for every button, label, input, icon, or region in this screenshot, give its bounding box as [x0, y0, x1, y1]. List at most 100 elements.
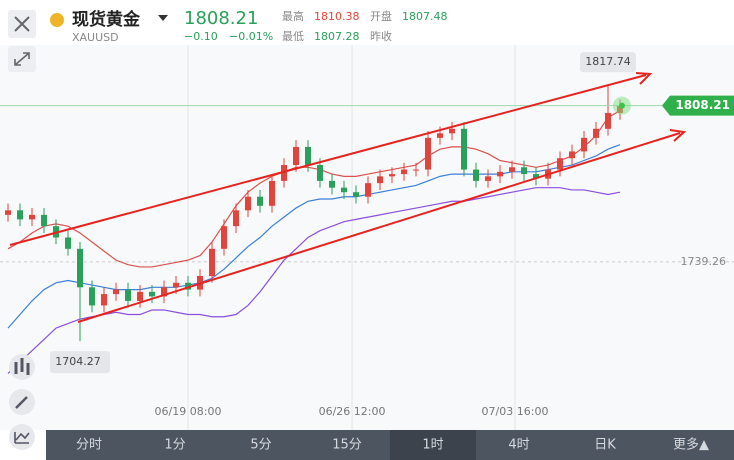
band-line	[7, 110, 621, 268]
candle-body	[473, 169, 479, 181]
high-value: 1810.38	[314, 10, 360, 23]
candle-body	[365, 183, 371, 197]
trend-line-upper	[9, 74, 647, 246]
symbol: XAUUSD	[72, 31, 119, 44]
period-tab[interactable]: 分时	[76, 438, 102, 453]
low-callout	[50, 351, 110, 374]
candle-body	[149, 291, 155, 297]
candle-icon	[14, 358, 30, 375]
indicator-icon	[14, 432, 30, 444]
high-callout	[580, 52, 636, 73]
candle-body	[341, 187, 347, 193]
change-pct: −0.01%	[229, 30, 273, 43]
open-value: 1807.48	[402, 10, 448, 23]
candle-body	[5, 210, 11, 215]
candle-body	[497, 171, 503, 177]
active-tab-bg	[390, 430, 476, 460]
candle-body	[17, 210, 23, 220]
period-tab[interactable]: 日K	[594, 438, 616, 453]
candle-body	[461, 128, 467, 170]
prev-close-label: 昨收	[370, 29, 392, 43]
candle-body	[389, 174, 395, 177]
trend-line-lower	[77, 132, 681, 323]
arrow-head	[669, 129, 687, 142]
header: 现货黄金 XAUUSD 1808.21 −0.10 −0.01% 最高 1810…	[8, 8, 448, 44]
band-line	[7, 187, 621, 374]
plot: 06/19 08:00 06/26 12:00 07/03 16:00 1739.26…	[0, 45, 734, 430]
candle-body	[557, 158, 563, 170]
candle-body	[221, 226, 227, 249]
candle-body	[509, 167, 515, 172]
period-bar: 分时 1分 5分 15分 1时 4时 日K 更多▲	[46, 430, 734, 460]
pencil-icon	[15, 396, 28, 409]
candle-body	[65, 237, 71, 249]
period-tab[interactable]: 15分	[332, 438, 362, 453]
candle-body	[425, 137, 431, 170]
trend-lines	[9, 72, 687, 323]
close-icon	[14, 16, 30, 32]
period-tab[interactable]: 更多▲	[673, 437, 709, 453]
candle-body	[209, 248, 215, 276]
candle-body	[281, 165, 287, 181]
candle-body	[137, 291, 143, 301]
chart-area	[0, 45, 734, 430]
candle-body	[125, 289, 131, 301]
candle-body	[173, 282, 179, 288]
current-price-dot	[619, 102, 625, 109]
high-callout-label: 1817.74	[585, 55, 631, 68]
candle-body	[77, 248, 83, 288]
candle-body	[437, 133, 443, 138]
low-label: 最低	[282, 30, 304, 43]
dropdown-arrow[interactable]	[158, 15, 168, 21]
candle-body	[401, 169, 407, 175]
arrow-head	[635, 72, 653, 85]
current-price-tag	[662, 95, 734, 116]
gold-icon	[50, 13, 64, 27]
candle-body	[233, 210, 239, 227]
candle-body	[377, 176, 383, 184]
candle-body	[293, 146, 299, 166]
candle-body	[569, 151, 575, 159]
candle-body	[101, 294, 107, 306]
period-tab[interactable]: 4时	[508, 438, 529, 453]
candle-body	[113, 289, 119, 295]
candle-body	[521, 167, 527, 175]
period-tab[interactable]: 1时	[422, 438, 443, 453]
candle-body	[89, 287, 95, 306]
x-tick-label: 07/03 16:00	[482, 405, 549, 418]
period-tab[interactable]: 1分	[164, 438, 185, 453]
candle-body	[581, 137, 587, 152]
candle-body	[413, 169, 419, 171]
candle-body	[245, 196, 251, 211]
candle-body	[305, 146, 311, 166]
candle-body	[185, 282, 191, 290]
candle-body	[533, 174, 539, 179]
candle-body	[41, 214, 47, 227]
candle-body	[29, 214, 35, 220]
indicator-tool[interactable]	[9, 424, 35, 450]
period-tab[interactable]: 5分	[250, 438, 271, 453]
x-tick-label: 06/19 08:00	[155, 405, 222, 418]
candle-body	[605, 112, 611, 129]
low-value: 1807.28	[314, 30, 360, 43]
last-price: 1808.21	[184, 8, 258, 29]
band-line	[7, 144, 621, 329]
change: −0.10	[184, 30, 218, 43]
candle-body	[329, 180, 335, 188]
low-callout-label: 1704.27	[55, 355, 101, 368]
candle-body	[485, 176, 491, 181]
candle-body	[593, 128, 599, 138]
instrument-name[interactable]: 现货黄金	[72, 9, 141, 30]
candle-body	[161, 287, 167, 297]
y-tick-label: 1739.26	[681, 255, 727, 268]
open-label: 开盘	[370, 9, 392, 23]
high-label: 最高	[282, 9, 304, 23]
candle-body	[317, 165, 323, 181]
candle-body	[449, 128, 455, 134]
x-tick-label: 06/26 12:00	[319, 405, 386, 418]
tool-buttons	[9, 354, 35, 450]
candle-body	[269, 180, 275, 206]
current-price-label: 1808.21	[675, 98, 730, 112]
expand-icon	[14, 52, 30, 66]
